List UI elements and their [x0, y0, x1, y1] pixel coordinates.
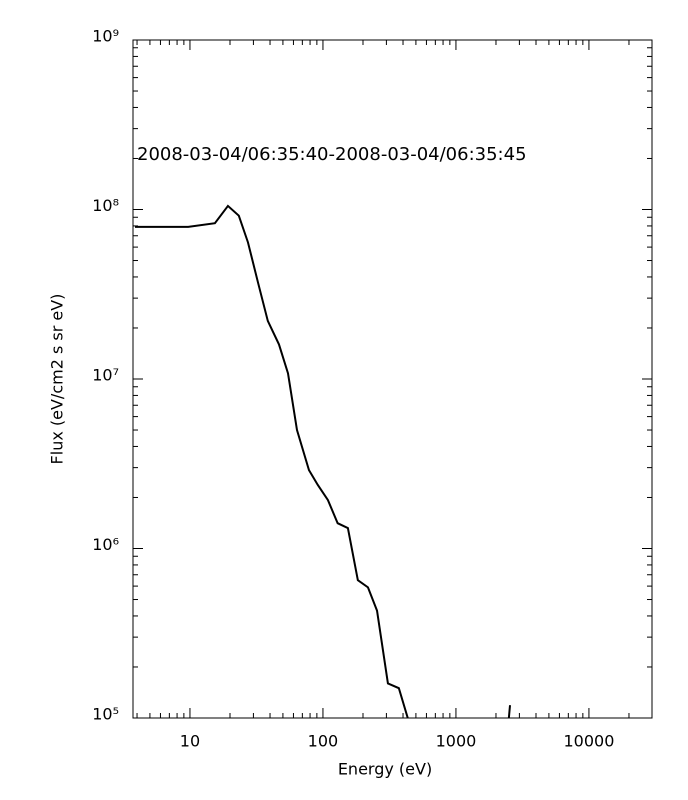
x-tick-label: 10000: [563, 732, 614, 751]
x-tick-label: 100: [308, 732, 339, 751]
x-tick-label: 1000: [436, 732, 477, 751]
x-tick-label: 10: [180, 732, 200, 751]
y-tick-label: 10⁶: [92, 535, 119, 554]
data-line: [134, 204, 512, 718]
y-tick-label: 10⁷: [92, 366, 119, 385]
y-axis-label: Flux (eV/cm2 s sr eV): [48, 294, 67, 465]
y-tick-label: 10⁸: [92, 196, 119, 215]
y-tick-label: 10⁵: [92, 705, 119, 724]
x-axis-label: Energy (eV): [338, 760, 432, 779]
plot-frame: [132, 39, 653, 719]
y-tick-label: 10⁹: [92, 27, 119, 46]
annotation: 2008-03-04/06:35:40-2008-03-04/06:35:45: [137, 144, 527, 165]
